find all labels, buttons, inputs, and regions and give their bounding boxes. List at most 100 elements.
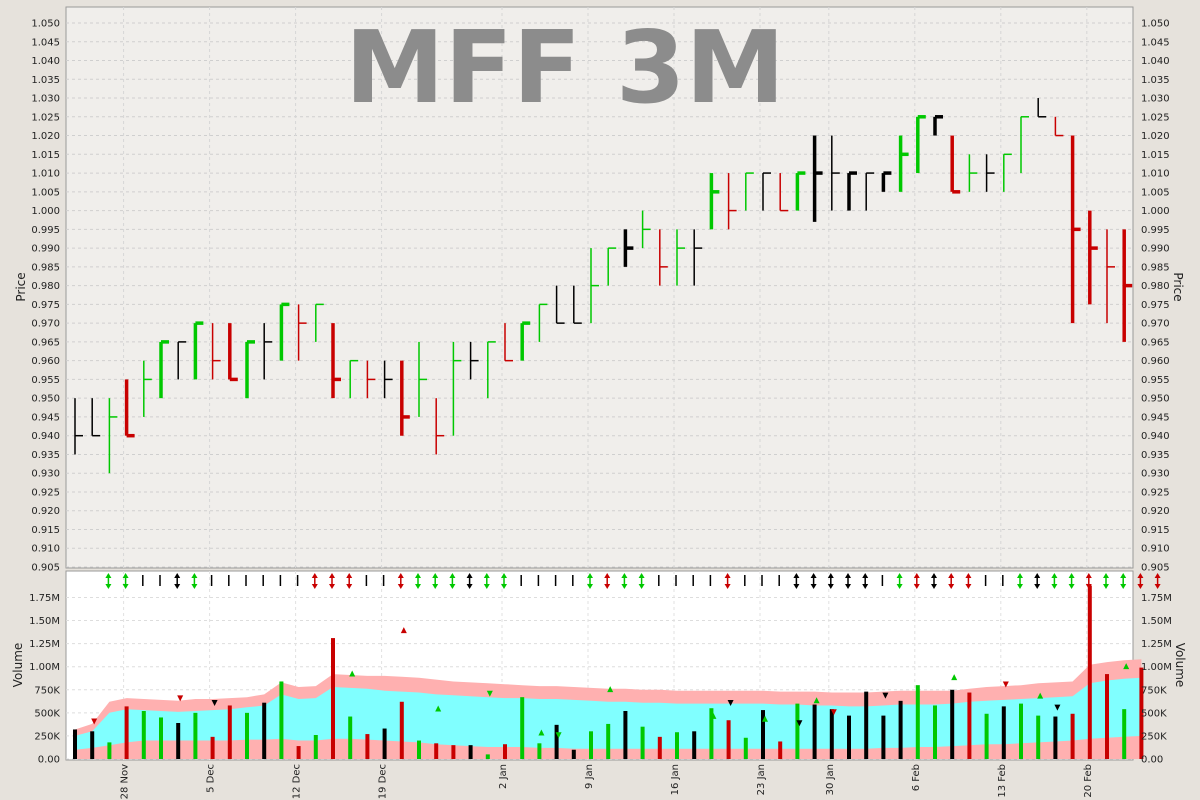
price-tick-label-left: 1.050 <box>31 19 60 30</box>
volume-bar <box>1053 716 1058 759</box>
signal-marker-head <box>810 573 817 578</box>
signal-marker-head <box>587 573 593 578</box>
price-tick-label-right: 0.980 <box>1141 281 1170 292</box>
price-tick-label-left: 1.035 <box>31 75 60 86</box>
signal-marker-tail <box>174 584 181 589</box>
volume-bar <box>640 726 645 759</box>
signal-marker-head <box>122 573 129 578</box>
signal-markers <box>105 573 1161 589</box>
volume-bar <box>692 731 697 759</box>
volume-tick-label-right: 1.50M <box>1141 616 1172 627</box>
signal-marker-tail <box>483 584 490 589</box>
volume-bar <box>537 743 542 759</box>
volume-bar <box>967 692 972 759</box>
signal-marker-head <box>501 573 507 578</box>
price-tick-label-left: 1.030 <box>31 94 60 105</box>
volume-tick-label-left: 1.75M <box>29 593 60 604</box>
price-tick-label-left: 0.950 <box>31 394 60 405</box>
volume-bar <box>571 749 576 759</box>
price-tick-label-right: 1.000 <box>1141 206 1170 217</box>
price-tick-label-right: 0.955 <box>1141 375 1170 386</box>
volume-bar <box>933 705 937 759</box>
volume-bar <box>468 745 473 759</box>
volume-bar <box>554 724 559 759</box>
signal-marker-tail <box>724 584 731 589</box>
volume-signal <box>1037 692 1044 699</box>
signal-marker-head <box>1154 573 1161 578</box>
volume-bar <box>726 720 731 759</box>
signal-marker-tail <box>621 584 628 589</box>
volume-bar <box>159 717 163 759</box>
signal-marker-head <box>896 573 903 578</box>
signal-marker-tail <box>845 584 851 589</box>
price-tick-label-right: 1.035 <box>1141 75 1170 86</box>
price-tick-label-left: 0.955 <box>31 375 60 386</box>
volume-bar <box>434 743 439 759</box>
volume-bar <box>1105 674 1109 759</box>
price-tick-label-left: 0.945 <box>31 412 60 423</box>
price-tick-label-left: 0.935 <box>31 450 60 461</box>
volume-bar <box>451 745 456 759</box>
price-ticks: 0.905 0.905 0.910 0.910 0.915 0.915 0.920 0.920… <box>31 19 1169 574</box>
price-tick-label-left: 0.925 <box>31 487 60 498</box>
volume-signal <box>349 670 356 677</box>
volume-bar <box>141 711 146 759</box>
volume-bar <box>589 731 593 759</box>
chart-title: MFF 3M <box>345 9 785 126</box>
volume-tick-label-right: 1.25M <box>1141 639 1172 650</box>
signal-marker-tail <box>397 584 404 589</box>
volume-bar <box>485 754 490 759</box>
date-tick-label: 28 Nov <box>120 764 131 800</box>
price-tick-label-left: 0.915 <box>31 525 60 536</box>
signal-marker-tail <box>501 584 507 589</box>
signal-marker-tail <box>329 584 335 589</box>
price-tick-label-left: 1.040 <box>31 56 60 67</box>
signal-marker-tail <box>1068 584 1075 589</box>
signal-marker-tail <box>1154 584 1161 589</box>
volume-signal <box>177 695 184 702</box>
price-tick-label-right: 0.930 <box>1141 469 1170 480</box>
ohlc-bars <box>74 98 1133 474</box>
signal-marker-tail <box>1137 584 1144 589</box>
volume-bar <box>606 723 611 759</box>
signal-marker-head <box>793 573 800 578</box>
volume-bar <box>399 701 404 759</box>
price-tick-label-right: 0.950 <box>1141 394 1170 405</box>
price-tick-label-right: 1.020 <box>1141 131 1170 142</box>
signal-marker-head <box>191 573 198 578</box>
volume-bar <box>1070 713 1075 759</box>
signal-marker-tail <box>948 584 955 589</box>
price-tick-label-left: 0.975 <box>31 300 60 311</box>
signal-marker-tail <box>1103 584 1109 589</box>
volume-bar <box>227 705 232 759</box>
volume-tick-label-right: 250K <box>1141 731 1167 742</box>
signal-marker-tail <box>466 584 473 589</box>
volume-signal <box>796 720 803 727</box>
volume-signal <box>1054 704 1061 711</box>
signal-marker-tail <box>311 584 318 589</box>
price-tick-label-left: 0.920 <box>31 506 60 517</box>
price-tick-label-right: 1.015 <box>1141 150 1170 161</box>
price-tick-label-right: 0.965 <box>1141 337 1170 348</box>
signal-marker-head <box>397 573 404 578</box>
price-axis-label-right: Price <box>1171 272 1185 301</box>
price-tick-label-left: 0.910 <box>31 544 60 555</box>
price-tick-label-right: 0.905 <box>1141 563 1170 574</box>
price-tick-label-left: 1.015 <box>31 150 60 161</box>
date-tick-label: 5 Dec <box>206 764 217 793</box>
price-tick-label-right: 1.030 <box>1141 94 1170 105</box>
price-tick-label-right: 1.040 <box>1141 56 1170 67</box>
volume-bar <box>503 744 507 759</box>
volume-bar <box>950 689 955 759</box>
date-tick-label: 13 Feb <box>997 764 1008 798</box>
signal-marker-head <box>329 573 335 578</box>
volume-bar <box>1019 703 1023 759</box>
price-tick-label-left: 0.970 <box>31 319 60 330</box>
signal-marker-head <box>1085 573 1092 578</box>
signal-marker-tail <box>1017 584 1023 589</box>
volume-bar <box>847 715 851 759</box>
date-tick-label: 9 Jan <box>584 764 595 789</box>
volume-bar <box>1001 706 1006 759</box>
price-tick-label-left: 1.025 <box>31 112 60 123</box>
